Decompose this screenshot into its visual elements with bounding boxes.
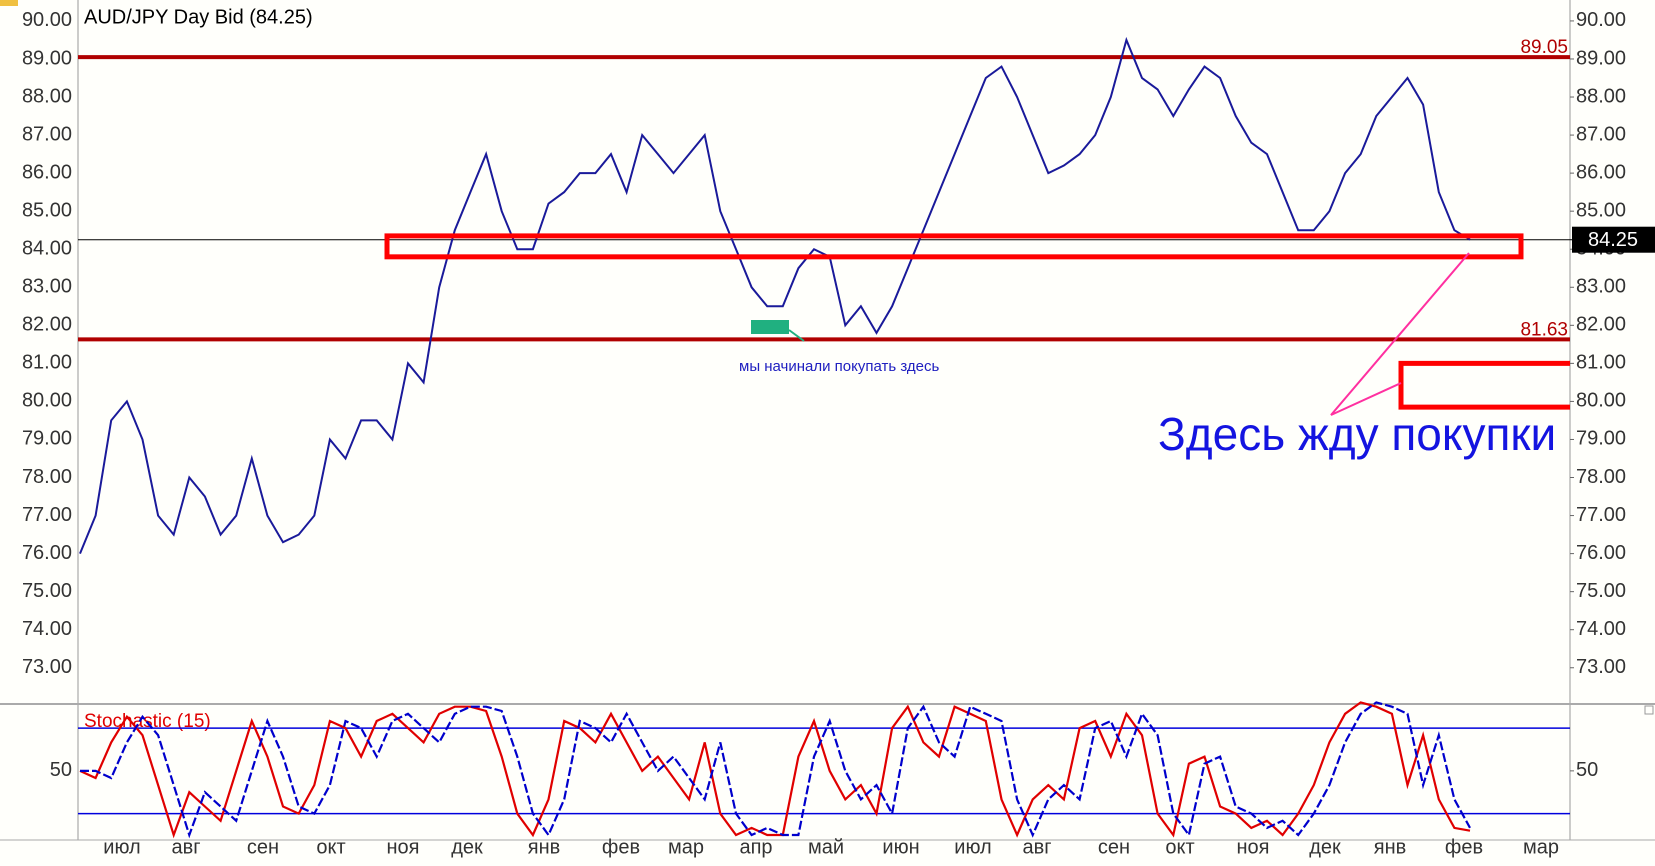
x-tick-label: окт: [316, 836, 345, 858]
y-tick-label: 74.00: [22, 618, 72, 640]
y-tick-label-right: 86.00: [1576, 161, 1626, 183]
y-tick-label: 77.00: [22, 504, 72, 526]
level-label: 89.05: [1520, 37, 1568, 58]
y-tick-label: 84.00: [22, 238, 72, 260]
y-tick-label-right: 80.00: [1576, 390, 1626, 412]
annotation-arrow: [1330, 252, 1470, 416]
x-tick-label: янв: [1374, 836, 1407, 858]
x-tick-label: мар: [1523, 836, 1559, 858]
series-line: [79, 701, 1471, 839]
y-tick-label: 85.00: [22, 199, 72, 221]
y-tick-label-right: 83.00: [1576, 276, 1626, 298]
y-tick-label-right: 77.00: [1576, 504, 1626, 526]
panel-button: [1644, 705, 1654, 715]
chart-title: AUD/JPY Day Bid (84.25): [84, 6, 313, 28]
y-tick-label-right: 89.00: [1576, 47, 1626, 69]
y-tick-label: 79.00: [22, 428, 72, 450]
last-price-label: 84.25: [1588, 229, 1638, 251]
y-tick-label: 89.00: [22, 47, 72, 69]
x-tick-label: ноя: [1237, 836, 1270, 858]
y-tick-label: 83.00: [22, 276, 72, 298]
x-tick-label: июн: [882, 836, 919, 858]
y-tick-label-right: 90.00: [1576, 9, 1626, 31]
y-tick-label: 80.00: [22, 390, 72, 412]
x-tick-label: дек: [451, 836, 483, 858]
y-tick-label-right: 82.00: [1576, 314, 1626, 336]
y-tick-label-right: 87.00: [1576, 123, 1626, 145]
zone: [384, 233, 1524, 260]
level-label: 81.63: [1520, 319, 1568, 340]
corner-mark: [0, 0, 18, 6]
y-tick-label: 86.00: [22, 161, 72, 183]
y-tick-label-right: 50: [1576, 759, 1598, 781]
y-tick-label: 81.00: [22, 352, 72, 374]
y-tick-label: 50: [50, 759, 72, 781]
annotation: мы начинали покупать здесь: [739, 358, 940, 375]
x-tick-label: авг: [171, 836, 200, 858]
x-tick-label: июл: [954, 836, 991, 858]
x-tick-label: апр: [739, 836, 772, 858]
x-tick-label: фев: [602, 836, 640, 858]
y-tick-label: 87.00: [22, 123, 72, 145]
last-price-box: [1572, 226, 1655, 253]
entry-marker: [751, 320, 789, 334]
x-tick-label: авг: [1022, 836, 1051, 858]
y-tick-label-right: 85.00: [1576, 199, 1626, 221]
y-tick-label-right: 79.00: [1576, 428, 1626, 450]
series-line: [79, 36, 1471, 554]
y-tick-label: 82.00: [22, 314, 72, 336]
y-tick-label-right: 73.00: [1576, 656, 1626, 678]
series-line: [80, 701, 1471, 839]
y-tick-label-right: 78.00: [1576, 466, 1626, 488]
x-tick-label: ноя: [387, 836, 420, 858]
entry-pointer: [788, 329, 805, 342]
y-tick-label-right: 81.00: [1576, 352, 1626, 374]
y-tick-label: 88.00: [22, 85, 72, 107]
y-tick-label: 76.00: [22, 542, 72, 564]
y-tick-label: 75.00: [22, 580, 72, 602]
x-tick-label: июл: [103, 836, 140, 858]
x-tick-label: май: [808, 836, 844, 858]
x-tick-label: сен: [1098, 836, 1130, 858]
y-tick-label: 78.00: [22, 466, 72, 488]
zone: [1398, 360, 1570, 410]
y-tick-label-right: 75.00: [1576, 580, 1626, 602]
x-tick-label: дек: [1309, 836, 1341, 858]
x-tick-label: окт: [1165, 836, 1194, 858]
y-tick-label-right: 76.00: [1576, 542, 1626, 564]
x-tick-label: мар: [668, 836, 704, 858]
y-tick-label: 90.00: [22, 9, 72, 31]
x-tick-label: сен: [247, 836, 279, 858]
y-tick-label: 73.00: [22, 656, 72, 678]
y-tick-label-right: 88.00: [1576, 85, 1626, 107]
x-tick-label: фев: [1445, 836, 1483, 858]
x-tick-label: янв: [528, 836, 561, 858]
y-tick-label-right: 74.00: [1576, 618, 1626, 640]
annotation: Здесь жду покупки: [1158, 408, 1556, 460]
